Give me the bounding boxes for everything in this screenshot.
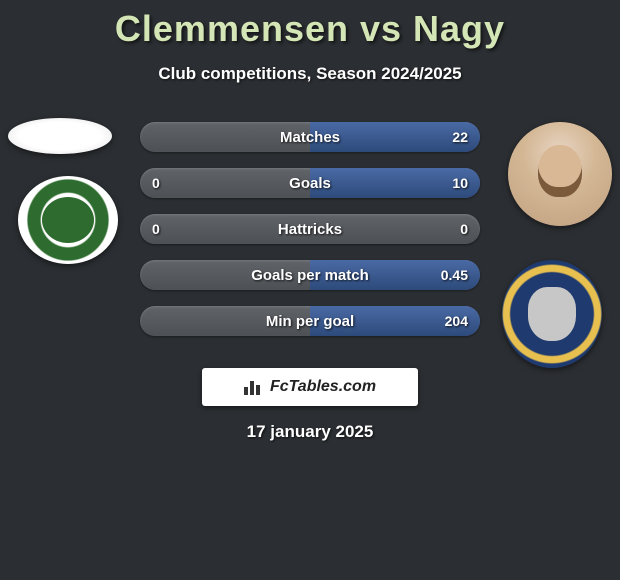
stat-row-min-per-goal: Min per goal 204 [140,306,480,336]
stat-label: Hattricks [140,214,480,244]
bar-chart-icon [244,379,264,395]
club-right-badge [502,260,602,368]
club-left-badge [18,176,118,264]
stat-row-matches: Matches 22 [140,122,480,152]
stat-label: Goals [140,168,480,198]
stat-row-goals-per-match: Goals per match 0.45 [140,260,480,290]
stat-value-right: 0.45 [441,260,468,290]
stat-label: Matches [140,122,480,152]
shield-icon [18,176,118,264]
brand-badge: FcTables.com [202,368,418,406]
stat-value-right: 204 [445,306,468,336]
stat-row-goals: 0 Goals 10 [140,168,480,198]
player-left-avatar [8,118,112,154]
stat-value-right: 22 [452,122,468,152]
shield-icon [502,260,602,368]
stat-row-hattricks: 0 Hattricks 0 [140,214,480,244]
page-title: Clemmensen vs Nagy [0,0,620,50]
date-text: 17 january 2025 [0,422,620,442]
brand-text: FcTables.com [270,378,376,396]
stat-value-right: 0 [460,214,468,244]
subtitle: Club competitions, Season 2024/2025 [0,64,620,84]
stat-label: Min per goal [140,306,480,336]
player-right-avatar [508,122,612,226]
stats-container: Matches 22 0 Goals 10 0 Hattricks 0 Goal… [140,122,480,352]
stat-value-right: 10 [452,168,468,198]
stat-label: Goals per match [140,260,480,290]
